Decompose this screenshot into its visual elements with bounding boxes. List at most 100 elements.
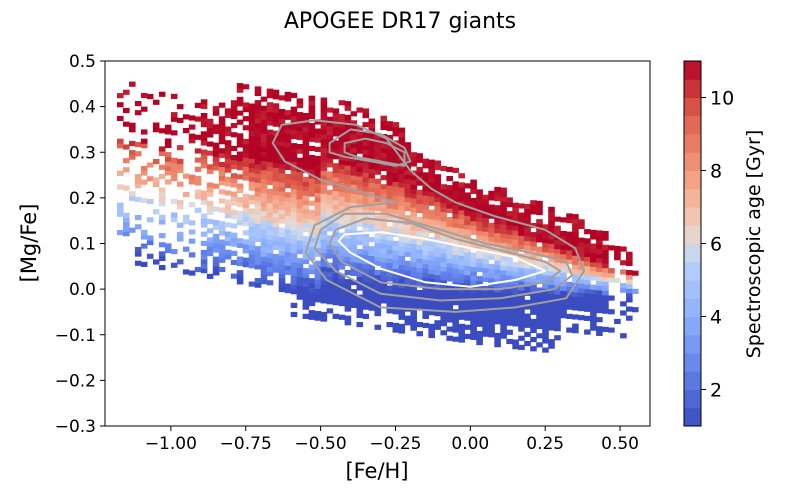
heatmap-cell <box>614 277 621 284</box>
heatmap-cell <box>446 290 453 296</box>
heatmap-cell <box>356 134 364 141</box>
heatmap-cell <box>158 255 166 262</box>
heatmap-cell <box>356 258 364 264</box>
heatmap-cell <box>236 151 244 157</box>
heatmap-cell <box>566 231 573 237</box>
heatmap-cell <box>398 241 406 247</box>
heatmap-cell <box>356 235 364 241</box>
heatmap-cell <box>164 124 172 130</box>
heatmap-cell <box>476 230 483 236</box>
heatmap-cell <box>326 299 334 305</box>
heatmap-cell <box>470 184 477 190</box>
heatmap-cell <box>446 317 453 323</box>
heatmap-cell <box>560 276 567 282</box>
heatmap-cell <box>560 217 567 223</box>
heatmap-cell <box>386 194 394 200</box>
heatmap-cell <box>392 172 400 178</box>
heatmap-cell <box>374 178 382 184</box>
heatmap-cell <box>398 200 406 206</box>
heatmap-cell <box>200 122 208 128</box>
heatmap-cell <box>344 197 352 203</box>
heatmap-cell <box>518 262 525 268</box>
heatmap-cell <box>626 297 633 303</box>
heatmap-cell <box>242 152 250 158</box>
heatmap-cell <box>404 292 412 298</box>
heatmap-cell <box>488 209 495 215</box>
heatmap-cell <box>536 319 543 325</box>
heatmap-cell <box>428 291 435 298</box>
heatmap-cell <box>278 172 286 179</box>
heatmap-cell <box>422 227 429 233</box>
heatmap-cell <box>458 291 465 298</box>
heatmap-cell <box>542 333 549 339</box>
heatmap-cell <box>260 169 268 175</box>
heatmap-cell <box>458 332 465 339</box>
heatmap-cell <box>374 311 382 317</box>
heatmap-cell <box>242 207 250 213</box>
heatmap-cell <box>296 125 304 131</box>
heatmap-cell <box>302 140 310 146</box>
heatmap-cell <box>284 132 292 139</box>
heatmap-cell <box>626 306 633 312</box>
heatmap-cell <box>554 244 561 250</box>
heatmap-cell <box>518 290 525 296</box>
heatmap-cell <box>272 240 280 246</box>
heatmap-cell <box>123 121 130 127</box>
heatmap-cell <box>416 244 423 250</box>
heatmap-cell <box>344 242 352 248</box>
heatmap-cell <box>296 271 304 277</box>
heatmap-cell <box>458 214 465 220</box>
heatmap-cell <box>440 188 447 194</box>
heatmap-cell <box>488 227 495 233</box>
heatmap-cell <box>488 222 495 228</box>
heatmap-cell <box>572 223 579 229</box>
heatmap-cell <box>446 185 453 191</box>
heatmap-cell <box>266 220 274 227</box>
heatmap-cell <box>206 273 214 279</box>
heatmap-cell <box>242 107 250 113</box>
heatmap-cell <box>554 317 561 323</box>
heatmap-cell <box>632 307 639 313</box>
heatmap-cell <box>170 249 178 255</box>
heatmap-cell <box>488 236 495 242</box>
heatmap-cell <box>242 262 250 268</box>
heatmap-cell <box>260 128 268 134</box>
heatmap-cell <box>117 207 124 213</box>
heatmap-cell <box>266 157 274 163</box>
heatmap-cell <box>494 342 501 348</box>
heatmap-cell <box>248 249 256 255</box>
heatmap-cell <box>254 218 262 224</box>
heatmap-cell <box>236 215 244 221</box>
heatmap-cell <box>554 335 561 341</box>
heatmap-cell <box>248 112 256 118</box>
heatmap-cell <box>626 270 633 276</box>
heatmap-cell <box>236 87 244 93</box>
heatmap-cell <box>530 232 537 238</box>
heatmap-cell <box>123 167 130 173</box>
heatmap-cell <box>518 226 525 232</box>
heatmap-cell <box>494 278 501 284</box>
heatmap-cell <box>566 245 573 251</box>
heatmap-cell <box>536 287 543 293</box>
heatmap-cell <box>452 322 459 329</box>
heatmap-cell <box>170 212 178 218</box>
heatmap-cell <box>368 141 376 147</box>
heatmap-cell <box>506 302 513 308</box>
heatmap-cell <box>200 222 208 228</box>
heatmap-cell <box>446 271 453 277</box>
heatmap-cell <box>482 290 489 296</box>
heatmap-cell <box>464 279 471 285</box>
heatmap-cell <box>512 239 519 245</box>
heatmap-cell <box>554 216 561 222</box>
heatmap-cell <box>344 155 352 162</box>
heatmap-cell <box>254 250 262 256</box>
heatmap-cell <box>398 159 406 165</box>
heatmap-cell <box>596 289 603 295</box>
heatmap-cell <box>386 290 394 296</box>
heatmap-cell <box>452 227 459 233</box>
heatmap-cell <box>476 248 483 254</box>
heatmap-cell <box>182 246 190 252</box>
heatmap-cell <box>446 194 453 200</box>
heatmap-cell <box>308 287 316 293</box>
heatmap-cell <box>476 312 483 318</box>
